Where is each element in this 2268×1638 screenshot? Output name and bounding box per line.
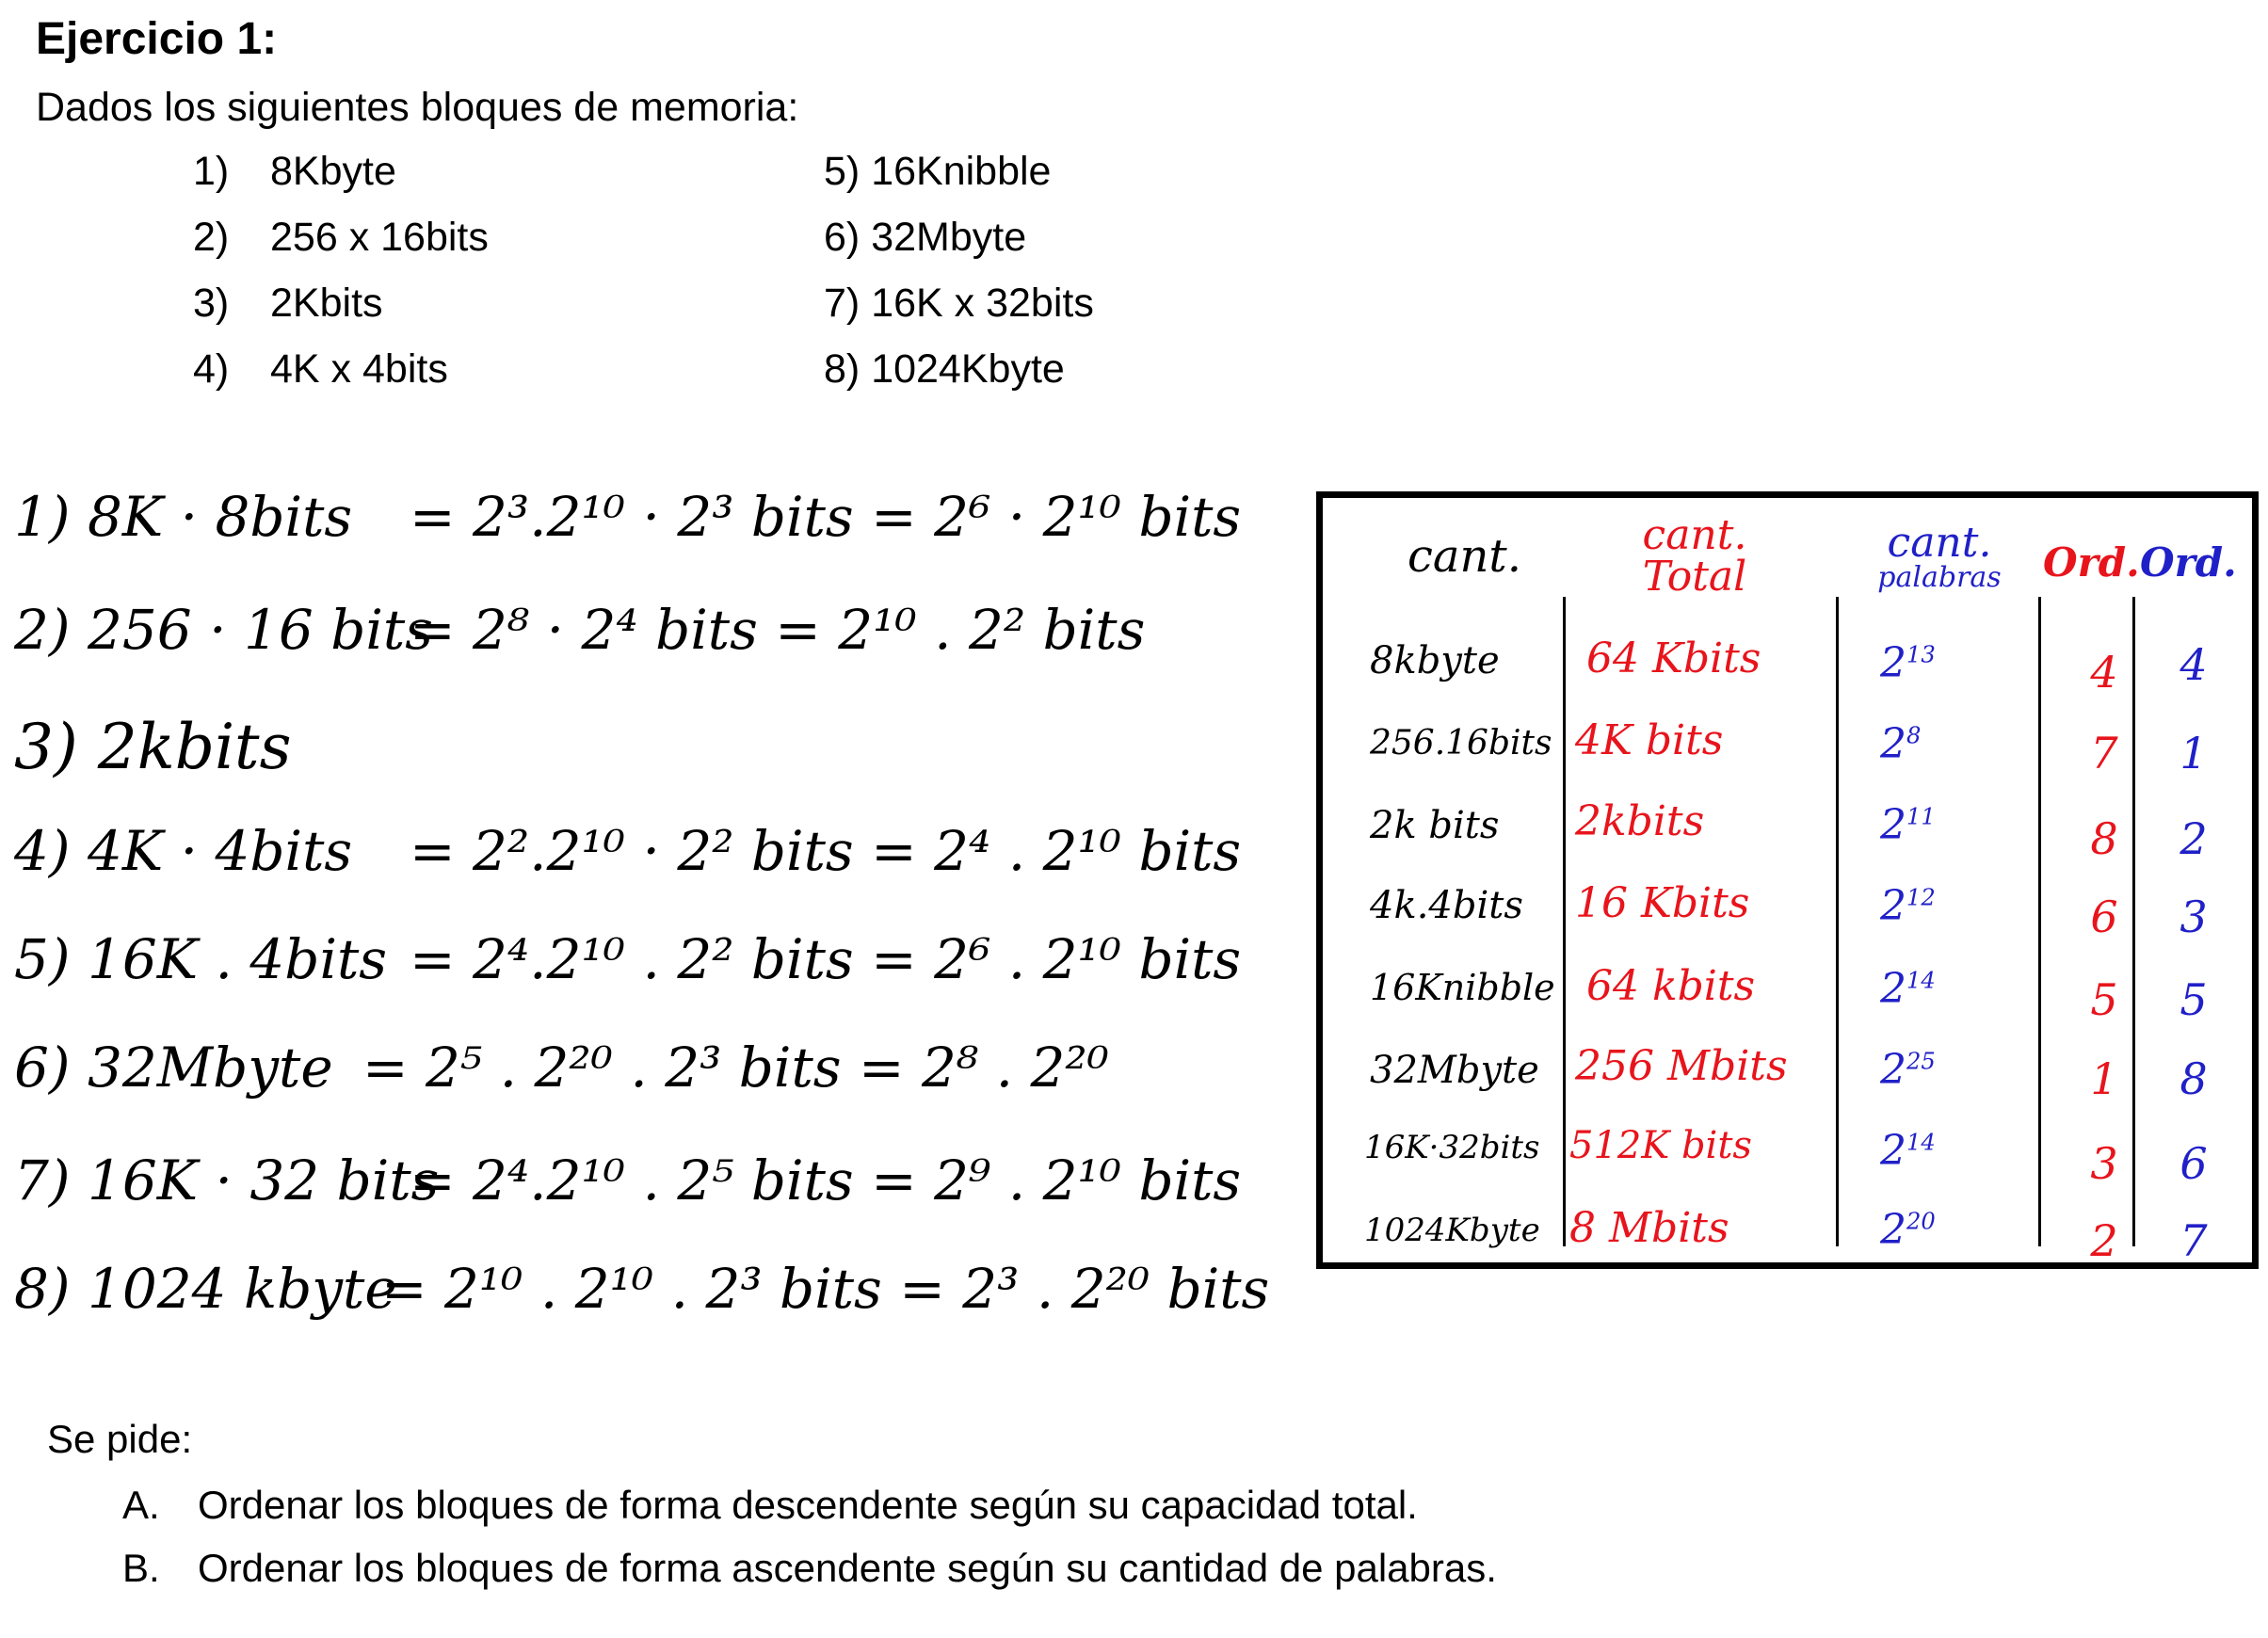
column-divider [2038,597,2041,1246]
block-item: 7) 16K x 32bits [824,281,1094,326]
header-cant: cant. [1407,530,1521,583]
exercise-title: Ejercicio 1: [36,14,278,64]
block-item: 1) 8Kbyte [193,149,396,194]
column-divider [2132,597,2135,1246]
calc-line: 5) 16K . 4bits = 2⁴.2¹⁰ . 2² bits = 2⁶ . … [14,927,1242,991]
exercise-intro: Dados los siguientes bloques de memoria: [36,85,799,130]
header-words: cant. palabras [1877,519,2002,594]
requirement-item: A. Ordenar los bloques de forma descende… [122,1483,1418,1527]
calc-line: 8) 1024 kbyte = 2¹⁰ . 2¹⁰ . 2³ bits = 2³ … [14,1257,1270,1321]
se-pide-label: Se pide: [47,1417,193,1461]
header-ord-asc: Ord. [2140,539,2237,586]
block-item: 8) 1024Kbyte [824,346,1065,392]
calc-line: 2) 256 · 16 bits = 2⁸ · 2⁴ bits = 2¹⁰ . 2… [14,598,1146,662]
summary-table: cant. cant. Total cant. palabras Ord. Or… [1316,491,2259,1269]
calc-line: 7) 16K · 32 bits = 2⁴.2¹⁰ . 2⁵ bits = 2⁹ … [14,1148,1242,1212]
calc-line: 1) 8K · 8bits = 2³.2¹⁰ · 2³ bits = 2⁶ · 2… [14,485,1242,549]
block-item: 6) 32Mbyte [824,215,1027,260]
calc-line: 3) 2kbits [14,711,292,783]
block-item: 5) 16Knibble [824,149,1052,194]
header-total: cant. Total [1642,511,1747,601]
column-divider [1836,597,1839,1246]
block-item: 4) 4K x 4bits [193,346,448,392]
column-divider [1563,597,1566,1246]
requirement-item: B. Ordenar los bloques de forma ascenden… [122,1546,1497,1590]
calc-line: 4) 4K · 4bits = 2².2¹⁰ · 2² bits = 2⁴ . 2… [14,819,1242,883]
block-item: 3) 2Kbits [193,281,383,326]
calc-line: 6) 32Mbyte = 2⁵ . 2²⁰ . 2³ bits = 2⁸ . 2²… [14,1036,1109,1100]
header-ord-desc: Ord. [2043,539,2140,586]
block-item: 2) 256 x 16bits [193,215,489,260]
